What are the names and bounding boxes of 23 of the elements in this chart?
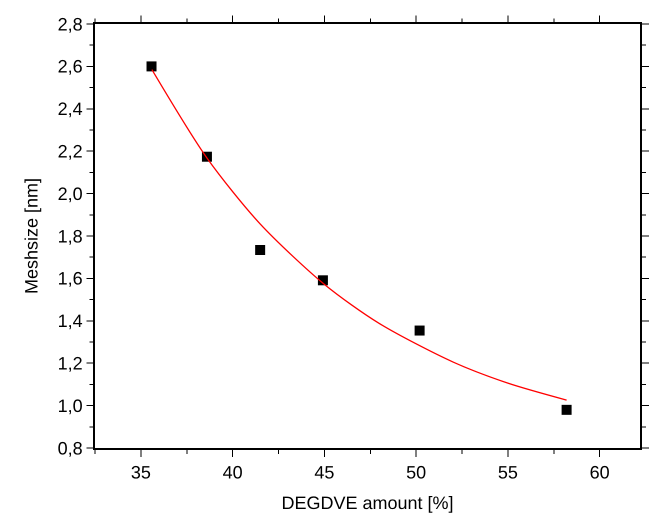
y-tick-label: 2,2 [58,142,83,162]
y-tick-label: 2,4 [58,99,83,120]
point [562,404,572,415]
y-tick-label: 1,2 [58,354,83,374]
x-axis-title: DEGDVE amount [%] [281,492,454,513]
x-tick-label: 40 [222,462,243,482]
y-tick-label: 0,8 [58,438,83,458]
x-tick-label: 35 [130,462,151,482]
y-axis-title: Meshsize [nm] [21,178,42,294]
y-tick-label: 1,8 [58,226,83,246]
y-tick-label: 2,8 [58,14,83,34]
y-tick-label: 1,4 [58,311,83,332]
point [414,326,425,336]
x-tick-label: 60 [590,462,610,482]
x-tick-label: 50 [406,462,426,482]
x-tick-label: 45 [314,462,334,482]
y-tick-label: 2,0 [58,184,83,204]
y-tick-label: 1,0 [58,396,83,416]
y-tick-label: 2,6 [58,56,83,77]
y-tick-label: 1,6 [58,268,83,289]
point [255,244,266,255]
point [146,61,157,72]
x-tick-label: 55 [498,462,518,482]
